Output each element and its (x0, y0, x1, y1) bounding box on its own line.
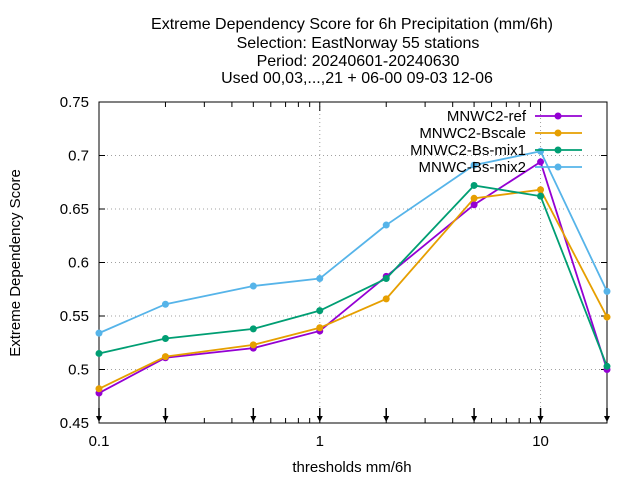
y-axis-label: Extreme Dependency Score (7, 169, 24, 357)
legend-label-1: MNWC2-ref (447, 108, 527, 125)
data-point-series-2 (249, 341, 257, 349)
data-point-series-4 (537, 147, 545, 155)
data-point-series-2 (95, 385, 103, 393)
data-point-series-4 (95, 329, 103, 337)
data-point-series-4 (603, 287, 611, 295)
legend-label-4: MNWC-Bs-mix2 (419, 159, 526, 176)
x-axis-label: thresholds mm/6h (292, 459, 411, 476)
series-line-3 (98, 184, 608, 367)
legend-marker-3 (554, 146, 562, 154)
threshold-arrow-head (383, 416, 390, 422)
y-tick-label: 0.65 (60, 201, 89, 218)
data-point-series-3 (161, 334, 169, 342)
data-point-series-1 (470, 201, 478, 209)
threshold-arrow-head (162, 416, 169, 422)
data-point-series-4 (470, 161, 478, 169)
y-tick-label: 0.45 (60, 415, 89, 432)
threshold-arrow-head (316, 416, 323, 422)
data-point-series-4 (382, 221, 390, 229)
y-tick-label: 0.5 (68, 362, 89, 379)
y-tick-label: 0.7 (68, 148, 89, 165)
series-line-4 (98, 150, 608, 334)
series-layer (95, 147, 611, 397)
grid-lines (99, 102, 607, 423)
data-point-series-3 (249, 325, 257, 333)
data-point-series-2 (603, 313, 611, 321)
data-point-series-2 (537, 186, 545, 194)
threshold-arrow-head (250, 416, 257, 422)
series-line-2 (98, 188, 608, 390)
data-point-series-4 (249, 282, 257, 290)
threshold-arrow-head (537, 416, 544, 422)
title-line-2: Selection: EastNorway 55 stations (237, 35, 480, 52)
data-point-series-4 (161, 300, 169, 308)
threshold-arrow-head (604, 416, 610, 422)
data-point-series-3 (382, 275, 390, 283)
data-point-series-3 (537, 192, 545, 200)
legend-marker-2 (554, 129, 562, 137)
data-point-series-2 (470, 194, 478, 202)
threshold-arrow-head (96, 416, 102, 422)
tick-labels: 0.45 0.5 0.55 0.6 0.65 0.7 0.75 0.1 1 10 (60, 94, 549, 450)
legend-marker-1 (554, 112, 562, 120)
data-point-series-2 (161, 353, 169, 361)
legend: MNWC2-refMNWC2-BscaleMNWC2-Bs-mix1MNWC-B… (410, 108, 582, 176)
y-tick-label: 0.6 (68, 255, 89, 272)
legend-label-3: MNWC2-Bs-mix1 (410, 142, 526, 159)
y-tick-label: 0.55 (60, 308, 89, 325)
data-point-series-3 (316, 307, 324, 315)
data-point-series-4 (316, 275, 324, 283)
axis-ticks (96, 101, 610, 424)
series-line-1 (98, 160, 608, 394)
data-point-series-3 (95, 349, 103, 357)
title-line-3: Period: 20240601-20240630 (257, 53, 460, 70)
title-line-1: Extreme Dependency Score for 6h Precipit… (151, 16, 553, 33)
x-tick-label: 1 (316, 433, 324, 450)
data-point-series-3 (603, 362, 611, 370)
data-point-series-3 (470, 181, 478, 189)
legend-marker-4 (554, 163, 562, 171)
data-point-series-1 (537, 158, 545, 166)
data-point-series-2 (316, 324, 324, 332)
title-line-4: Used 00,03,...,21 + 06-00 09-03 12-06 (221, 70, 493, 87)
x-tick-label: 0.1 (89, 433, 110, 450)
y-tick-label: 0.75 (60, 94, 89, 111)
x-tick-label: 10 (532, 433, 549, 450)
threshold-arrow-head (471, 416, 478, 422)
legend-label-2: MNWC2-Bscale (419, 125, 526, 142)
chart-title: Extreme Dependency Score for 6h Precipit… (151, 16, 553, 87)
data-point-series-2 (382, 295, 390, 303)
